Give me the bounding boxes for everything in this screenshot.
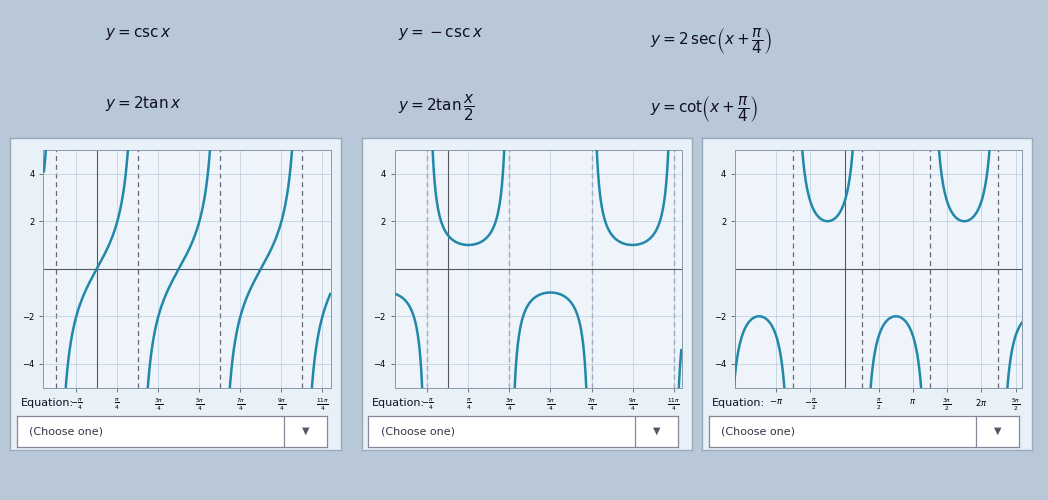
Text: Equation:: Equation:	[712, 398, 765, 407]
Text: $y = 2\tan\dfrac{x}{2}$: $y = 2\tan\dfrac{x}{2}$	[398, 94, 475, 124]
Text: (Choose one): (Choose one)	[29, 426, 104, 436]
Text: Equation:: Equation:	[371, 398, 424, 407]
Text: ▼: ▼	[653, 426, 660, 436]
Text: (Choose one): (Choose one)	[721, 426, 795, 436]
Text: $y = -\csc x$: $y = -\csc x$	[398, 26, 483, 42]
Text: Equation:: Equation:	[20, 398, 73, 407]
Text: $y = \cot\!\left(x+\dfrac{\pi}{4}\right)$: $y = \cot\!\left(x+\dfrac{\pi}{4}\right)…	[650, 94, 758, 124]
Text: (Choose one): (Choose one)	[380, 426, 455, 436]
Text: $y = 2\,\sec\!\left(x+\dfrac{\pi}{4}\right)$: $y = 2\,\sec\!\left(x+\dfrac{\pi}{4}\rig…	[650, 26, 771, 56]
Text: ▼: ▼	[994, 426, 1001, 436]
Text: ▼: ▼	[302, 426, 309, 436]
Text: $y = 2\tan x$: $y = 2\tan x$	[105, 94, 181, 112]
Text: $y = \csc x$: $y = \csc x$	[105, 26, 171, 42]
